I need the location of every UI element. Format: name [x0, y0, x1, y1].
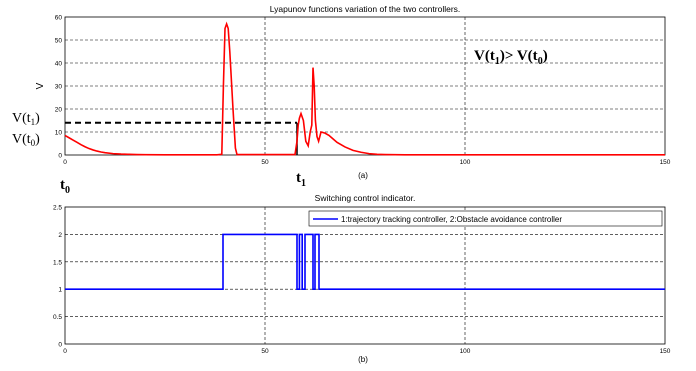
chart-b-grid: [65, 207, 665, 344]
switching-series-line: [65, 233, 665, 290]
y-tick-label: 50: [55, 38, 63, 45]
t1-label: t1: [296, 170, 306, 189]
lyapunov-series-line: [64, 21, 665, 156]
legend-box: [308, 210, 663, 227]
x-tick-label: 100: [460, 348, 471, 355]
x-tick-label: 150: [660, 348, 671, 355]
lyapunov-chart: Lyapunov functions variation of the two …: [12, 4, 671, 196]
threshold-label-upper: V(t1): [12, 111, 40, 127]
x-tick-label: 0: [63, 348, 67, 355]
y-tick-label: 2.5: [53, 205, 62, 212]
y-tick-label: 20: [55, 107, 63, 114]
y-tick-label: 2: [58, 232, 62, 239]
threshold-label-lower: V(t0): [12, 132, 40, 148]
chart-a-x-ticks: 0 50 100 150: [63, 159, 671, 166]
x-tick-label: 50: [261, 159, 269, 166]
x-tick-label: 100: [460, 159, 471, 166]
y-tick-label: 10: [55, 130, 63, 137]
chart-b-legend: 1:trajectory tracking controller, 2:Obst…: [308, 210, 663, 227]
y-tick-label: 40: [55, 61, 63, 68]
chart-a-title: Lyapunov functions variation of the two …: [270, 4, 461, 14]
chart-a-ylabel: V: [35, 82, 46, 89]
y-tick-label: 0.5: [53, 314, 62, 321]
y-tick-label: 30: [55, 84, 63, 91]
switching-chart: Switching control indicator. 0 0.5 1 1.5 2 2.…: [53, 193, 671, 364]
chart-b-y-ticks: 0 0.5 1 1.5 2 2.5: [53, 205, 62, 349]
y-tick-label: 0: [58, 153, 62, 160]
chart-a-grid: [65, 17, 665, 155]
x-tick-label: 0: [63, 159, 67, 166]
x-tick-label: 150: [660, 159, 671, 166]
y-tick-label: 60: [55, 15, 63, 22]
x-tick-label: 50: [261, 348, 269, 355]
t0-label: t0: [60, 177, 70, 196]
chart-a-y-ticks: 0 10 20 30 40 50 60: [55, 15, 63, 160]
chart-a-sublabel: (a): [358, 171, 368, 180]
y-tick-label: 0: [58, 342, 62, 349]
chart-b-sublabel: (b): [358, 355, 368, 364]
y-tick-label: 1.5: [53, 259, 62, 266]
legend-label: 1:trajectory tracking controller, 2:Obst…: [341, 215, 562, 224]
inequality-annotation: V(t1)> V(t0): [474, 48, 548, 67]
chart-b-x-ticks: 0 50 100 150: [63, 348, 671, 355]
chart-a-plot-area: [64, 16, 666, 156]
threshold-marker: [65, 121, 298, 155]
chart-b-plot-area: [64, 206, 666, 345]
y-tick-label: 1: [58, 287, 62, 294]
chart-b-title: Switching control indicator.: [315, 193, 416, 203]
